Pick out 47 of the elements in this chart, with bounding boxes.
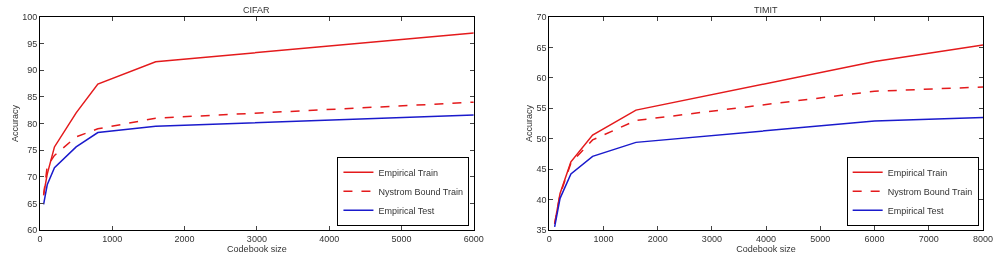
x-tick-label: 6000 bbox=[463, 233, 484, 244]
legend-label: Empirical Test bbox=[378, 205, 435, 216]
x-axis-title: Codebook size bbox=[736, 243, 796, 254]
y-tick-label: 60 bbox=[536, 73, 547, 84]
line-series bbox=[553, 116, 983, 228]
x-tick-label: 0 bbox=[546, 233, 552, 244]
x-tick-label: 1000 bbox=[593, 233, 614, 244]
x-axis-title: Codebook size bbox=[227, 243, 287, 254]
line-series bbox=[42, 114, 474, 206]
x-tick-label: 4000 bbox=[319, 233, 340, 244]
y-tick-label: 60 bbox=[27, 225, 38, 236]
x-tick-label: 8000 bbox=[972, 233, 994, 244]
y-tick-label: 80 bbox=[27, 118, 38, 129]
x-tick-label: 4000 bbox=[756, 233, 777, 244]
legend-label: Empirical Test bbox=[887, 205, 945, 216]
y-axis-title: Accuracy bbox=[523, 104, 534, 143]
x-tick-label: 7000 bbox=[918, 233, 939, 244]
y-tick-label: 95 bbox=[27, 38, 38, 49]
y-tick-label: 70 bbox=[27, 171, 38, 182]
x-tick-label: 5000 bbox=[391, 233, 412, 244]
y-tick-label: 75 bbox=[27, 145, 38, 156]
x-tick-label: 6000 bbox=[864, 233, 885, 244]
y-tick-label: 35 bbox=[536, 225, 547, 236]
y-tick-label: 55 bbox=[536, 103, 547, 114]
legend-label: Nystrom Bound Train bbox=[378, 186, 463, 197]
legend-label: Empirical Train bbox=[378, 167, 438, 178]
y-tick-label: 85 bbox=[27, 92, 38, 103]
x-tick-label: 2000 bbox=[174, 233, 195, 244]
chart-title: TIMIT bbox=[754, 5, 778, 15]
y-tick-label: 45 bbox=[536, 164, 547, 175]
x-tick-label: 5000 bbox=[810, 233, 831, 244]
x-tick-label: 3000 bbox=[246, 233, 267, 244]
y-tick-label: 50 bbox=[536, 133, 547, 144]
x-tick-label: 2000 bbox=[647, 233, 668, 244]
y-axis-title: Accuracy bbox=[9, 104, 20, 143]
y-tick-label: 70 bbox=[536, 12, 547, 23]
legend-label: Empirical Train bbox=[887, 167, 948, 178]
chart-title: CIFAR bbox=[243, 5, 270, 15]
y-tick-label: 40 bbox=[536, 194, 547, 205]
y-tick-label: 90 bbox=[27, 65, 38, 76]
legend-label: Nystrom Bound Train bbox=[887, 186, 973, 197]
x-tick-label: 3000 bbox=[701, 233, 722, 244]
y-tick-label: 100 bbox=[22, 12, 38, 23]
x-tick-label: 0 bbox=[37, 233, 43, 244]
x-tick-label: 1000 bbox=[102, 233, 123, 244]
y-tick-label: 65 bbox=[27, 198, 38, 209]
y-tick-label: 65 bbox=[536, 42, 547, 53]
